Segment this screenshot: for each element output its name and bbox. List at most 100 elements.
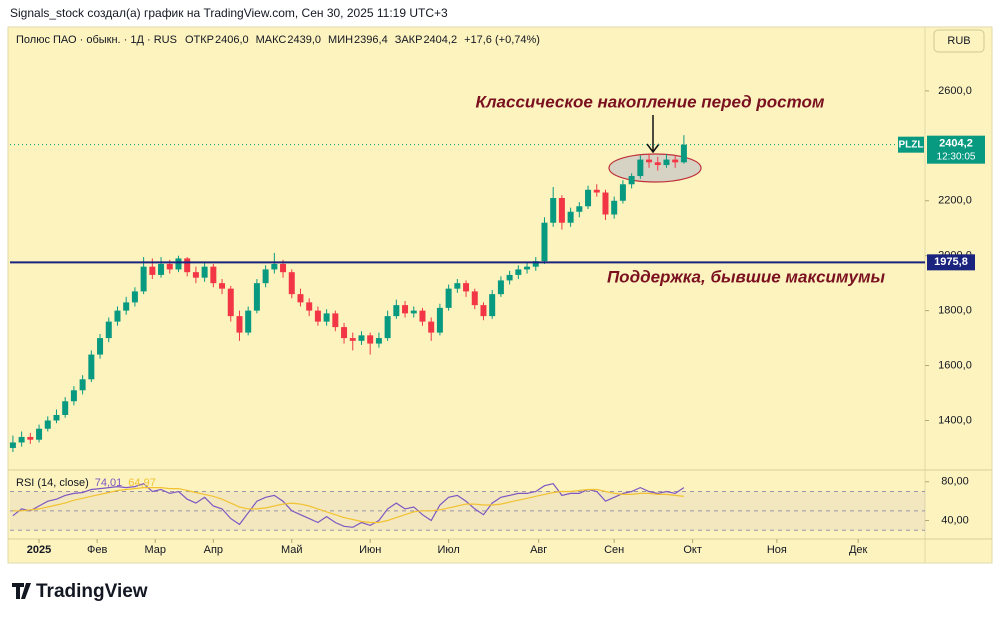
candle-body [210,266,217,284]
rsi-tick-label: 40,00 [941,514,969,526]
candle-body [262,269,269,284]
candle-body [393,305,400,317]
y-tick-label: 2600,0 [938,85,972,97]
y-tick-label: 1800,0 [938,305,972,317]
candle-body [602,192,609,215]
candle-body [349,338,356,341]
ohlc-value: 2439,0 [287,34,321,46]
candle-body [323,313,330,322]
ohlc-value: 2406,0 [215,34,249,46]
candle-body [558,198,565,223]
candle-body [428,321,435,333]
x-tick-label: Июн [359,544,381,556]
candle-body [105,321,112,339]
chart-bg [7,26,993,564]
brand-logo [12,583,31,599]
y-tick-label: 1600,0 [938,359,972,371]
candle-body [70,390,77,402]
candle-body [18,436,25,443]
candle-body [280,263,287,273]
candle-body [637,159,644,177]
candle-body [515,269,522,275]
candle-body [567,211,574,223]
candle-body [332,313,339,328]
candle-body [314,310,321,322]
candle-body [114,310,121,322]
candle-body [524,266,531,270]
price-badge [927,135,985,164]
symbol-legend: Полюс ПАО · обыкн. · 1Д · RUS ОТКР 2406,0… [16,34,540,46]
candle-body [576,206,583,212]
candle-body [158,263,165,275]
arrow-head [646,143,660,154]
candle-body [367,335,374,344]
change: +17,6 (+0,74%) [464,34,540,46]
candle-body [375,338,382,344]
candle-body [550,198,557,223]
ticker-label: PLZL [899,139,924,150]
candle-body [271,263,278,270]
candle-body [585,189,592,207]
candle-body [27,436,34,440]
rsi-value-label: 74,01 [95,477,123,489]
x-tick-label: Мар [144,544,166,556]
candle-body [297,294,304,303]
candle-body [227,288,234,317]
ticker-badge [898,136,924,153]
candle-body [184,258,191,273]
candle-body [236,316,243,333]
candle-body [471,291,478,306]
candle-body [44,420,51,429]
candle-body [9,442,16,448]
candle-body [463,283,470,292]
rsi-tick-label: 80,00 [941,476,969,488]
price-label: 2404,2 [939,138,973,150]
candle-body [532,261,539,267]
annotation: Поддержка, бывшие максимумы [607,267,886,286]
x-tick-label: 2025 [27,544,51,556]
candle-body [593,189,600,193]
candle-body [131,291,138,303]
x-tick-label: Авг [530,544,547,556]
symbol: Полюс ПАО · обыкн. · 1Д · RUS [16,34,177,46]
currency-button[interactable] [933,29,985,53]
currency-label[interactable]: RUB [947,35,970,47]
candle-body [654,162,661,166]
brand-name: TradingView [36,581,148,602]
candle-body [541,222,548,262]
candle-body [62,401,69,415]
candle-body [497,280,504,295]
candle-body [140,266,147,292]
ohlc-value: 2396,4 [354,34,388,46]
x-tick-label: Сен [604,544,624,556]
candle-body [97,338,104,355]
candle-body [506,274,513,281]
candle-body [480,305,487,317]
candle-body [680,144,687,163]
x-tick-label: Фев [87,544,107,556]
x-tick-label: Май [281,544,303,556]
ohlc-label: ЗАКР [395,34,423,46]
candle-body [402,305,409,314]
candle-body [384,316,391,339]
candle-body [646,159,653,163]
candle-body [88,354,95,380]
candle-body [219,283,226,289]
candle-body [341,327,348,339]
candle-body [358,335,365,341]
candle-body [619,184,626,201]
candle-body [672,159,679,163]
support-badge [927,254,975,271]
ohlc-label: МАКС [256,34,287,46]
x-tick-label: Окт [683,544,702,556]
attribution: Signals_stock создал(а) график на Tradin… [10,6,448,20]
candle-body [445,288,452,308]
rsi-value-label: 64,97 [128,477,156,489]
candle-body [166,263,173,270]
candle-body [192,272,199,278]
countdown: 12:30:05 [937,151,976,162]
rsi-title: RSI (14, close) [16,477,89,489]
candle-body [79,379,86,391]
candle-body [306,302,313,311]
